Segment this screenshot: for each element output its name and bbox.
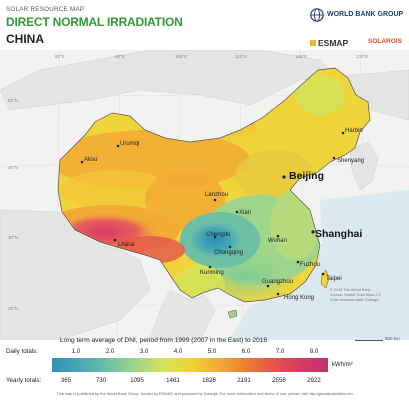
city-label: Harbin	[345, 128, 363, 134]
longitude-label: 90°E	[115, 54, 125, 59]
country-border	[57, 67, 371, 303]
latitude-label: 20°N	[8, 306, 18, 311]
city-label: Guangzhou	[262, 279, 293, 285]
longitude-label: 120°E	[295, 54, 307, 59]
map-supertitle: SOLAR RESOURCE MAP	[6, 6, 85, 13]
map-copyright: © 2019 The World Bank Source: Global Sol…	[330, 288, 405, 303]
city-label: Shenyang	[337, 158, 364, 164]
solargis-logo: SOLARGIS	[368, 38, 402, 45]
daily-totals-label: Daily totals:	[6, 348, 38, 355]
yearly-tick: 2556	[272, 377, 286, 384]
city-label: Fuzhou	[300, 262, 320, 268]
yearly-tick: 365	[60, 377, 72, 384]
legend-unit: kWh/m²	[332, 362, 353, 368]
neighbor-countries	[0, 50, 409, 340]
sea-area	[230, 190, 409, 340]
city-label: Kunming	[200, 270, 224, 276]
daily-tick: 1.0	[71, 348, 81, 355]
esmap-logo: ESMAP	[310, 38, 349, 48]
city-label: Lhasa	[118, 242, 135, 248]
daily-tick: 2.0	[105, 348, 115, 355]
longitude-label: 110°E	[235, 54, 247, 59]
map-title: DIRECT NORMAL IRRADIATION	[6, 15, 183, 29]
city-label: Xian	[239, 210, 251, 216]
daily-tick: 5.0	[207, 348, 217, 355]
city-label: Shanghai	[315, 228, 362, 240]
city-label: Chongqing	[214, 250, 243, 256]
yearly-tick: 2922	[307, 377, 321, 384]
copyright-line: Solar resource data: Solargis	[330, 298, 379, 302]
longitude-label: 80°E	[55, 54, 65, 59]
scale-label: 500 km	[385, 336, 400, 341]
legend-color-bar	[52, 358, 328, 372]
coordinate-labels: 80°E 90°E 100°E 110°E 120°E 130°E 50°N 4…	[8, 54, 368, 311]
legend-caption: Long term average of DNI, period from 19…	[60, 337, 268, 344]
daily-tick: 7.0	[275, 348, 285, 355]
yearly-tick: 730	[95, 377, 107, 384]
latitude-label: 40°N	[8, 165, 18, 170]
esmap-mark-icon	[310, 40, 316, 46]
daily-tick: 3.0	[139, 348, 149, 355]
city-label: Wuhan	[268, 238, 287, 244]
globe-icon	[310, 8, 324, 22]
yearly-tick: 1095	[130, 377, 144, 384]
city-label: Beijing	[289, 170, 324, 182]
yearly-tick: 1461	[166, 377, 180, 384]
copyright-line: Source: Global Solar Atlas 2.0	[330, 293, 381, 297]
city-label: Lanzhou	[205, 192, 228, 198]
city-label: Chengdu	[206, 232, 230, 238]
city-labels: Harbin Shenyang Beijing Urumqi Aksu Lanz…	[84, 128, 364, 301]
city-label: Hong Kong	[284, 295, 314, 301]
world-bank-logo-text: WORLD BANK GROUP	[327, 11, 404, 18]
city-label: Taipei	[326, 276, 342, 282]
latitude-label: 30°N	[8, 235, 18, 240]
daily-tick: 6.0	[241, 348, 251, 355]
copyright-line: © 2019 The World Bank	[330, 288, 371, 292]
country-name: CHINA	[6, 32, 44, 46]
city-label: Aksu	[84, 157, 97, 163]
scale-bar	[355, 340, 383, 341]
longitude-label: 130°E	[356, 54, 368, 59]
yearly-tick: 2191	[237, 377, 251, 384]
esmap-logo-text: ESMAP	[318, 38, 349, 48]
city-markers	[80, 131, 345, 296]
world-bank-logo: WORLD BANK GROUP	[310, 8, 406, 24]
map-footer: This map is published by the World Bank …	[56, 391, 353, 396]
latitude-label: 50°N	[8, 98, 18, 103]
yearly-totals-label: Yearly totals:	[6, 377, 42, 384]
dni-map: 80°E 90°E 100°E 110°E 120°E 130°E 50°N 4…	[0, 50, 409, 340]
daily-tick: 8.0	[309, 348, 319, 355]
city-label: Urumqi	[120, 141, 139, 147]
daily-tick: 4.0	[173, 348, 183, 355]
yearly-tick: 1826	[202, 377, 216, 384]
longitude-label: 100°E	[175, 54, 187, 59]
hainan-island	[227, 309, 238, 319]
